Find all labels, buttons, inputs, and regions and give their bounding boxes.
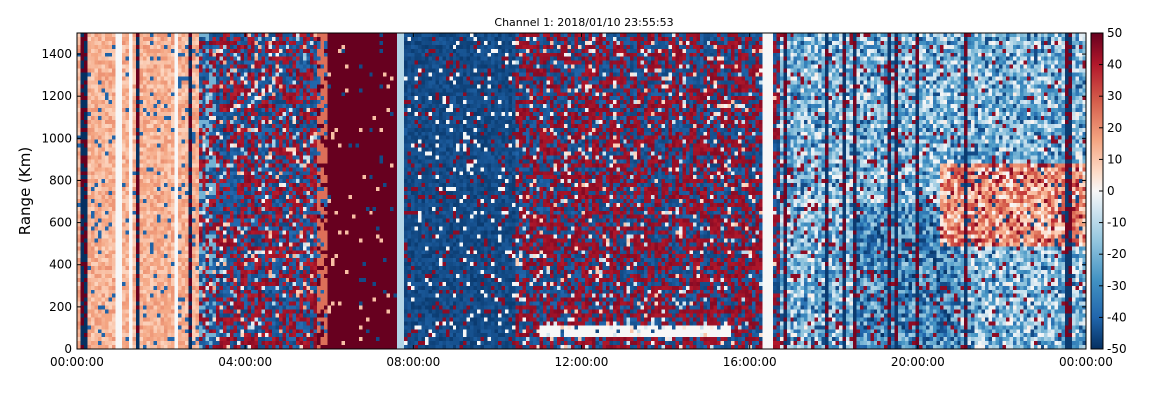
colorbar-tick-label: -30 [1107, 279, 1127, 293]
y-tick-label: 1000 [41, 131, 72, 145]
colorbar-tick-label: 20 [1107, 121, 1122, 135]
colorbar-axis: 50 40 30 20 10 0 -10 -20 -30 -40 -50 [1099, 26, 1127, 356]
heatmap-image [77, 33, 1086, 349]
y-axis-label: Range (Km) [16, 147, 34, 235]
x-tick-label: 04:00:00 [218, 355, 272, 369]
y-tick-label: 1200 [41, 89, 72, 103]
colorbar-tick-label: -10 [1107, 216, 1127, 230]
x-tick-label: 00:00:00 [50, 355, 104, 369]
y-tick-label: 600 [49, 216, 72, 230]
colorbar-tick-label: 0 [1107, 184, 1115, 198]
y-axis: 0 200 400 600 800 1000 1200 1400 [41, 47, 1086, 356]
heatmap-cells [77, 33, 1086, 349]
colorbar-tick-label: 30 [1107, 89, 1122, 103]
y-tick-label: 1400 [41, 47, 72, 61]
y-tick-label: 400 [49, 258, 72, 272]
y-tick-label: 800 [49, 173, 72, 187]
colorbar-tick-label: -20 [1107, 247, 1127, 261]
x-tick-label: 12:00:00 [555, 355, 609, 369]
x-tick-label: 16:00:00 [723, 355, 777, 369]
x-tick-label: 20:00:00 [891, 355, 945, 369]
colorbar-tick-label: 10 [1107, 152, 1122, 166]
colorbar-tick-label: 40 [1107, 58, 1122, 72]
colorbar-tick-label: 50 [1107, 26, 1122, 40]
colorbar-tick-label: -50 [1107, 342, 1127, 356]
y-tick-label: 200 [49, 300, 72, 314]
x-tick-label: 08:00:00 [386, 355, 440, 369]
chart-title: Channel 1: 2018/01/10 23:55:53 [494, 16, 673, 29]
y-tick-label: 0 [64, 342, 72, 356]
x-axis: 00:00:00 04:00:00 08:00:00 12:00:00 16:00:00… [50, 33, 1113, 369]
colorbar-tick-label: -40 [1107, 310, 1127, 324]
x-tick-label: 00:00:00 [1059, 355, 1113, 369]
